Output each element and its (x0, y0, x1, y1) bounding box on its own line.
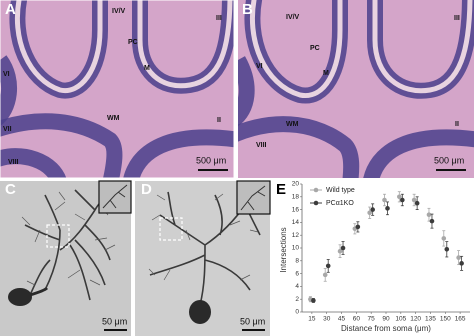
annotation: WM (107, 115, 120, 122)
panel-label: B (242, 1, 253, 18)
scale-bar-label: 500 μm (196, 155, 226, 165)
y-tick-label: 2 (295, 296, 299, 303)
annotation: VIII (256, 142, 267, 149)
annotation: PC (310, 45, 320, 52)
annotation: IV/V (112, 8, 126, 15)
x-tick-label: 105 (395, 316, 406, 323)
point (397, 194, 402, 200)
point (367, 210, 372, 216)
annotation: VI (3, 71, 10, 78)
scale-bar-label: 50 μm (240, 316, 265, 326)
annotation: M (323, 70, 329, 77)
point (411, 197, 417, 203)
x-tick-label: 75 (368, 316, 376, 323)
point (340, 245, 346, 251)
x-tick-label: 120 (410, 316, 421, 323)
x-tick-label: 165 (455, 316, 466, 323)
y-tick-label: 18 (292, 194, 300, 201)
y-tick-label: 6 (295, 270, 299, 277)
y-tick-label: 4 (295, 283, 299, 290)
histology-b (238, 0, 474, 178)
y-tick-label: 8 (295, 258, 299, 265)
x-tick-label: 60 (353, 316, 361, 323)
legend-marker (313, 187, 319, 193)
point (456, 255, 461, 260)
annotation: VI (256, 63, 263, 70)
annotation: II (455, 121, 459, 128)
y-tick-label: 20 (292, 181, 300, 188)
legend-label: Wild type (326, 187, 355, 194)
point (441, 236, 447, 241)
x-tick-label: 45 (338, 316, 346, 323)
point (382, 197, 387, 203)
x-tick-label: 135 (425, 316, 436, 323)
annotation: PC (128, 39, 138, 46)
x-tick-label: 30 (323, 316, 331, 323)
chart: Intersections Distance from soma (μm) 0 2… (279, 181, 470, 333)
histology-a (0, 0, 234, 178)
panel-label: C (5, 181, 16, 198)
y-axis-title: Intersections (279, 227, 288, 272)
neuron-d (135, 180, 271, 336)
neuron-c (0, 180, 132, 336)
point (444, 246, 450, 252)
point (311, 298, 316, 303)
y-tick-label: 10 (292, 245, 300, 252)
annotation: IV/V (286, 14, 300, 21)
point (429, 218, 435, 224)
annotation: VII (3, 126, 12, 133)
annotation: II (217, 117, 221, 124)
point (385, 206, 390, 211)
point (400, 197, 405, 203)
legend-label: PCα1KO (326, 200, 354, 207)
annotation: III (216, 15, 222, 22)
y-tick-label: 14 (292, 219, 300, 226)
point (426, 212, 432, 218)
y-tick-label: 12 (292, 232, 300, 239)
x-tick-label: 90 (382, 316, 390, 323)
point (414, 200, 420, 206)
point (370, 207, 375, 212)
x-tick-label: 15 (308, 316, 316, 323)
annotation: III (454, 15, 460, 22)
annotation: VIII (8, 159, 19, 166)
panel-label: E (276, 181, 286, 198)
point (459, 261, 464, 266)
point (355, 224, 361, 230)
y-tick-label: 16 (292, 206, 300, 213)
y-tick-label: 0 (295, 309, 299, 316)
x-axis-title: Distance from soma (μm) (341, 324, 431, 333)
annotation: M (144, 65, 150, 72)
panel-label: D (141, 181, 152, 198)
point (325, 263, 331, 269)
scale-bar-label: 50 μm (102, 316, 127, 326)
annotation: WM (286, 121, 299, 128)
point (337, 248, 343, 254)
panel-label: A (5, 1, 16, 18)
x-tick-label: 150 (440, 316, 451, 323)
legend-marker (313, 200, 319, 206)
point (322, 272, 328, 278)
scale-bar-label: 500 μm (434, 155, 464, 165)
